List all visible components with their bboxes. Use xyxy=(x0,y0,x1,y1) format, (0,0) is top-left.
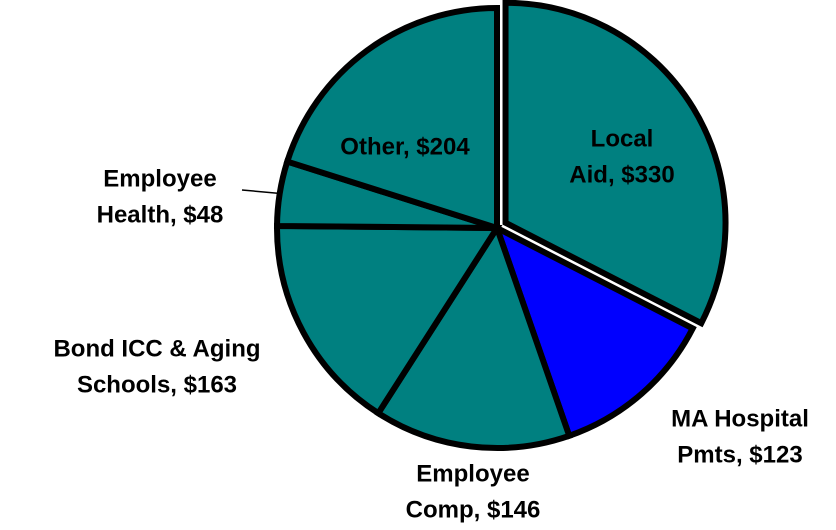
slice-label: Employee xyxy=(416,460,529,487)
slice-label: Health, $48 xyxy=(97,201,224,228)
pie-slice xyxy=(491,221,697,440)
pie-slice xyxy=(374,221,574,451)
slice-label: MA Hospital xyxy=(671,405,809,432)
slice-label: Schools, $163 xyxy=(77,371,237,398)
pie-slice xyxy=(283,4,500,233)
slice-label: Other, $204 xyxy=(340,133,470,160)
slice-label: Comp, $146 xyxy=(406,496,541,523)
pie-slice xyxy=(274,222,503,418)
slice-label: Bond ICC & Aging xyxy=(53,335,260,362)
pie-slice xyxy=(502,0,729,328)
slice-label: Aid, $330 xyxy=(569,161,674,188)
slice-label: Pmts, $123 xyxy=(677,441,802,468)
slice-label: Local xyxy=(591,125,654,152)
slice-label: Employee xyxy=(103,165,216,192)
